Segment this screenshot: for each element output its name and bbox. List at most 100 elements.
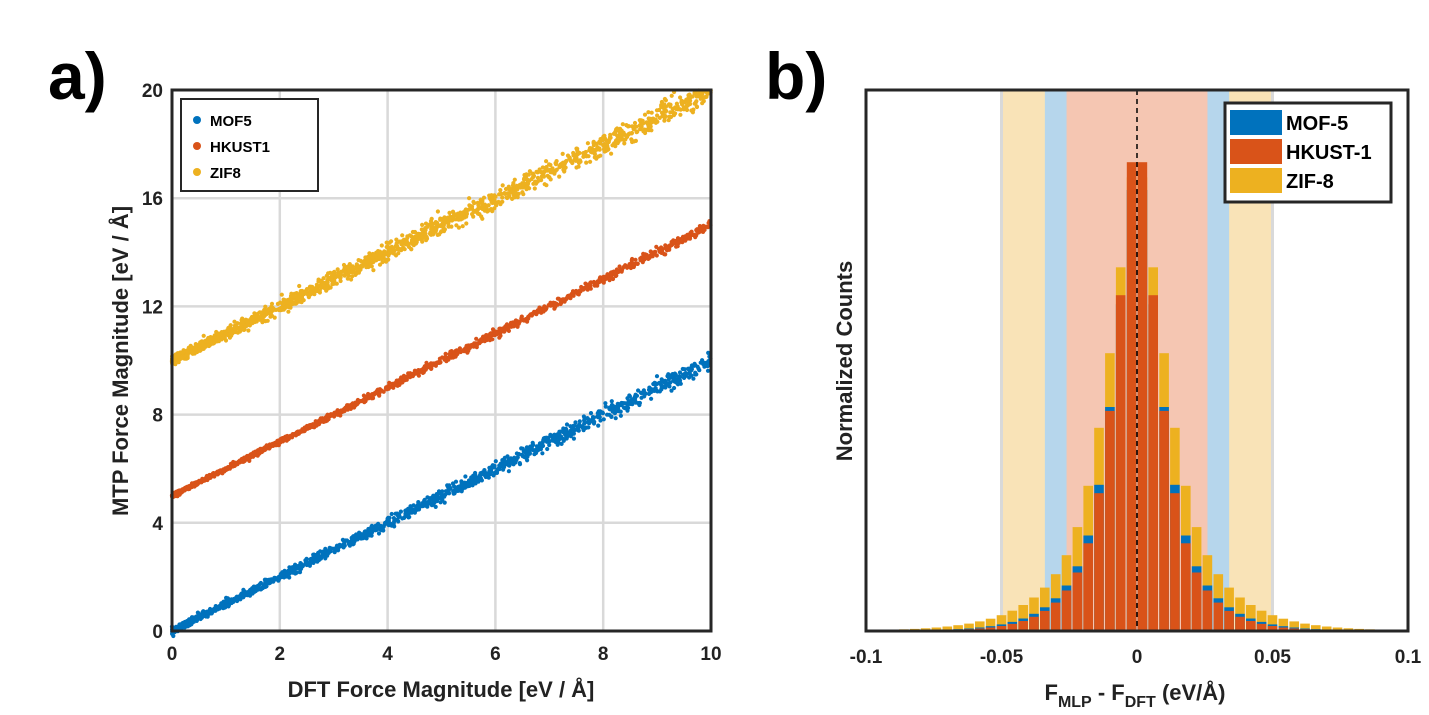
scatter-point (542, 306, 547, 312)
scatter-point (455, 485, 460, 490)
hist-bar (1115, 295, 1126, 631)
scatter-point (503, 186, 509, 192)
scatter-point (248, 455, 253, 460)
scatter-point (699, 93, 704, 98)
scatter-point (697, 368, 702, 373)
scatter-point (562, 168, 567, 173)
scatter-point (243, 323, 248, 328)
scatter-point (604, 141, 610, 146)
scatter-point (480, 471, 485, 476)
scatter-point (421, 235, 426, 240)
scatter-point (491, 332, 497, 337)
scatter-point (323, 553, 328, 558)
scatter-point (288, 566, 293, 571)
scatter-point (654, 253, 659, 258)
scatter-point (625, 134, 630, 139)
scatter-point (280, 573, 285, 579)
scatter-point (381, 528, 386, 533)
scatter-point (403, 511, 408, 516)
scatter-point (548, 302, 553, 307)
scatter-point (600, 138, 605, 143)
scatter-point (216, 471, 221, 476)
scatter-point (400, 233, 405, 238)
scatter-point (332, 278, 337, 283)
scatter-point (490, 196, 495, 201)
scatter-point (185, 355, 190, 361)
scatter-point (492, 199, 497, 204)
scatter-point (374, 525, 379, 530)
scatter-point (433, 363, 438, 368)
scatter-point (399, 239, 404, 244)
scatter-point (318, 549, 323, 554)
hist-bar (1202, 590, 1213, 631)
scatter-point (620, 401, 625, 406)
scatter-point (435, 232, 440, 237)
scatter-point (597, 147, 602, 152)
scatter-point (317, 284, 322, 289)
scatter-point (641, 121, 646, 126)
scatter-point (538, 447, 544, 452)
scatter-point (603, 404, 608, 409)
scatter-point (644, 255, 649, 260)
scatter-point (584, 160, 589, 165)
scatter-point (584, 285, 589, 290)
scatter-point (435, 495, 440, 500)
scatter-point (320, 417, 325, 423)
scatter-point (550, 166, 555, 171)
scatter-point (383, 251, 388, 256)
scatter-point (501, 467, 506, 472)
scatter-point (398, 509, 403, 514)
scatter-point (677, 374, 682, 380)
scatter-point (609, 151, 614, 156)
scatter-point (268, 311, 273, 316)
scatter-point (687, 236, 693, 241)
legend-swatch-zif-8 (1230, 168, 1282, 193)
scatter-point (578, 424, 583, 429)
scatter-point (655, 389, 660, 394)
scatter-point (204, 609, 209, 614)
scatter-point (327, 547, 332, 552)
scatter-point (443, 351, 448, 356)
scatter-point (392, 519, 397, 524)
scatter-point (495, 467, 500, 472)
scatter-point (188, 343, 193, 348)
scatter-point (631, 261, 636, 266)
scatter-point (335, 267, 340, 272)
scatter-point (659, 387, 664, 392)
scatter-point (422, 503, 428, 508)
scatter-point (506, 469, 511, 474)
scatter-point (360, 535, 365, 540)
scatter-point (263, 319, 268, 324)
scatter-point (694, 104, 700, 110)
scatter-point (571, 293, 576, 298)
scatter-point (674, 101, 680, 106)
scatter-point (192, 618, 197, 623)
hist-bar (1300, 623, 1310, 631)
scatter-point (188, 350, 193, 355)
hist-bar (1083, 543, 1093, 631)
scatter-point (303, 558, 308, 563)
scatter-point (298, 429, 303, 434)
scatter-point (424, 235, 429, 240)
scatter-point (372, 258, 377, 263)
scatter-point (680, 102, 685, 107)
scatter-point (642, 112, 648, 117)
scatter-point (435, 492, 440, 497)
scatter-point (332, 413, 337, 418)
scatter-point (369, 523, 374, 529)
panel-a-legend-box (180, 98, 319, 192)
scatter-point (597, 139, 602, 144)
scatter-point (261, 314, 267, 319)
scatter-point (481, 195, 487, 200)
scatter-point (338, 278, 343, 284)
scatter-point (595, 414, 600, 419)
scatter-point (471, 199, 476, 204)
scatter-point (469, 475, 474, 480)
scatter-point (233, 460, 238, 465)
legend-marker-hkust1 (193, 142, 201, 150)
scatter-point (490, 464, 495, 469)
scatter-point (275, 439, 280, 444)
scatter-point (660, 250, 665, 255)
scatter-point (570, 289, 576, 294)
